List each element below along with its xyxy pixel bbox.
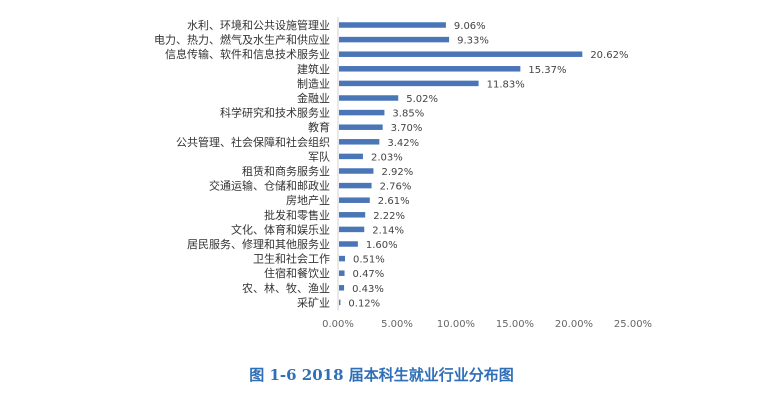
category-label: 军队 [308,149,330,163]
data-label: 0.43% [352,284,384,295]
category-label: 公共管理、社会保障和社会组织 [176,135,330,149]
data-label: 2.14% [372,225,404,236]
category-label: 文化、体育和娱乐业 [231,222,330,236]
bar [339,22,446,28]
category-label: 卫生和社会工作 [253,252,330,266]
category-label: 金融业 [297,91,330,105]
x-tick-label: 0.00% [322,319,354,330]
x-tick-label: 10.00% [437,319,475,330]
bar [339,36,450,43]
bar [339,226,365,233]
bar [339,66,521,72]
bar [339,197,370,203]
data-label: 2.92% [381,167,413,178]
data-label: 15.37% [528,65,566,76]
bar [339,285,345,291]
data-label: 3.42% [387,138,419,149]
category-label: 租赁和商务服务业 [242,164,330,178]
category-label: 房地产业 [286,193,330,207]
bar [339,212,366,218]
x-tick-label: 15.00% [496,319,534,330]
data-label: 2.61% [378,196,410,207]
data-label: 3.85% [392,109,424,120]
category-label: 科学研究和技术服务业 [220,106,330,120]
data-label: 9.06% [454,21,486,32]
category-label: 建筑业 [297,62,330,76]
data-label: 0.47% [353,269,385,280]
x-tick-label: 5.00% [381,319,413,330]
data-label: 9.33% [457,36,489,47]
data-label: 20.62% [590,50,628,61]
bar [339,139,380,145]
bar [339,182,372,189]
data-label: 0.51% [353,255,385,266]
data-label: 2.03% [371,152,403,163]
x-tick-label: 25.00% [614,319,652,330]
bar [339,109,385,116]
category-label: 采矿业 [297,296,330,309]
category-label: 信息传输、软件和信息技术服务业 [165,47,330,61]
bar [339,270,345,276]
bar [339,168,374,174]
bar [339,153,363,160]
category-label: 住宿和餐饮业 [264,266,330,280]
category-label: 农、林、牧、渔业 [242,281,330,295]
data-label: 3.70% [391,123,423,134]
figure-caption: 图 1-6 2018 届本科生就业行业分布图 [249,366,514,384]
category-label: 交通运输、仓储和邮政业 [209,179,330,193]
data-label: 0.12% [348,298,380,309]
category-label: 居民服务、修理和其他服务业 [187,237,330,251]
bar [339,124,383,130]
bar [339,95,399,101]
bar [339,299,341,306]
bar [339,80,479,87]
category-label: 教育 [308,120,330,134]
data-label: 11.83% [487,79,525,90]
category-label: 电力、热力、燃气及水生产和供应业 [154,33,330,47]
data-label: 2.76% [380,182,412,193]
x-tick-label: 20.00% [555,319,593,330]
category-label: 水利、环境和公共设施管理业 [187,18,330,32]
data-label: 1.60% [366,240,398,251]
data-label: 5.02% [406,94,438,105]
bar [339,241,358,247]
bar [339,255,346,262]
data-label: 2.22% [373,211,405,222]
bar [339,51,583,57]
category-label: 批发和零售业 [264,208,330,222]
category-label: 制造业 [297,76,330,90]
